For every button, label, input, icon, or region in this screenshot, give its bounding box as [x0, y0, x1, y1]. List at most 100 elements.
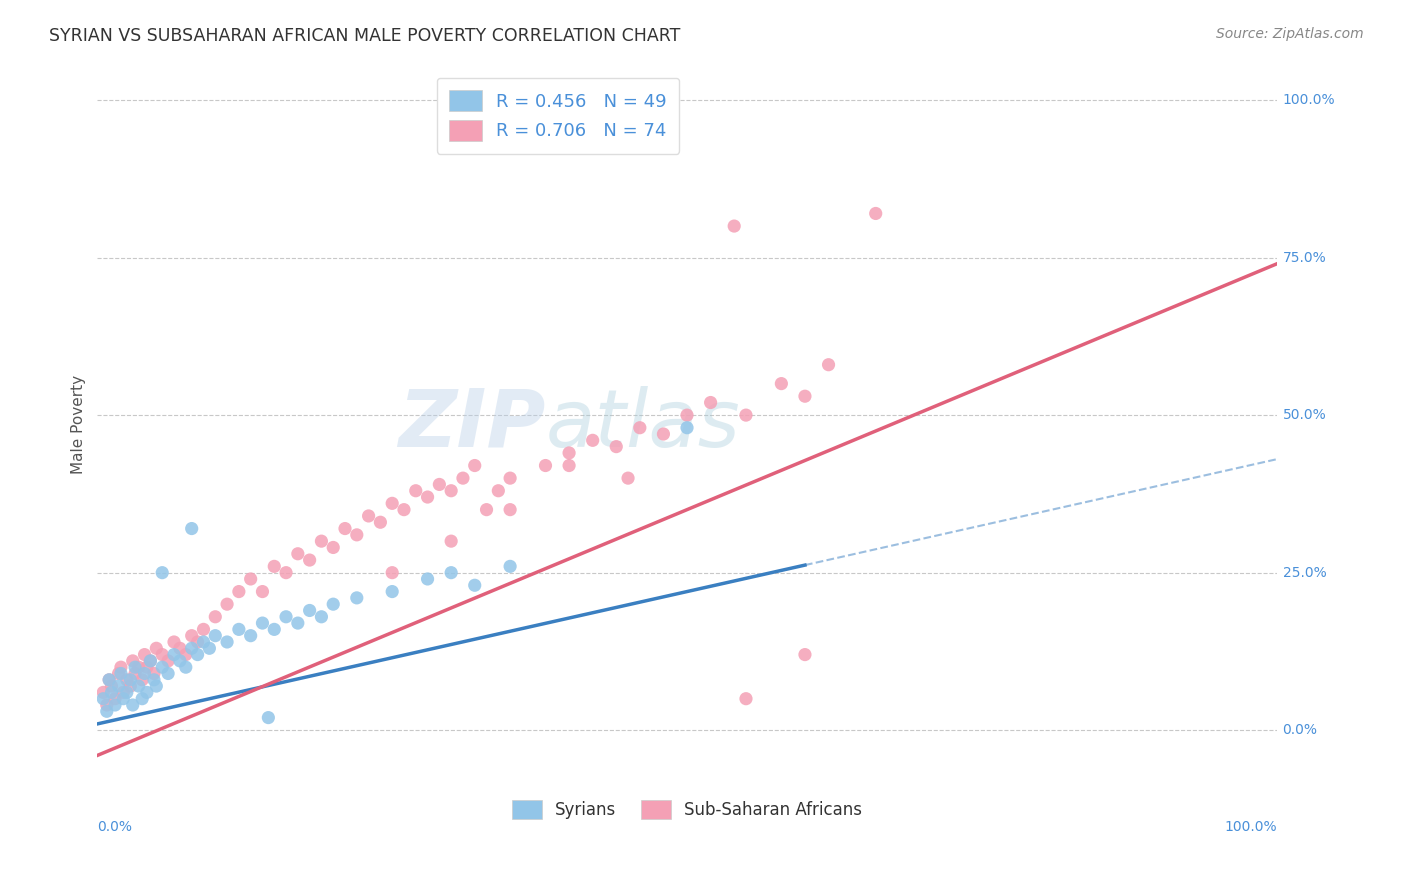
Text: 100.0%: 100.0%: [1282, 93, 1336, 107]
Point: [139, 654, 162, 668]
Point: [865, 206, 887, 220]
Point: [605, 440, 627, 454]
Point: [416, 490, 439, 504]
Point: [150, 648, 173, 662]
Text: 25.0%: 25.0%: [1282, 566, 1326, 580]
Point: [263, 559, 285, 574]
Point: [699, 395, 721, 409]
Point: [204, 629, 226, 643]
Point: [193, 635, 215, 649]
Point: [228, 584, 250, 599]
Point: [298, 603, 321, 617]
Point: [440, 483, 463, 498]
Point: [98, 673, 121, 687]
Point: [239, 629, 262, 643]
Point: [239, 572, 262, 586]
Point: [274, 566, 297, 580]
Point: [131, 691, 153, 706]
Point: [135, 660, 157, 674]
Point: [198, 641, 221, 656]
Point: [217, 597, 239, 611]
Point: [499, 559, 522, 574]
Y-axis label: Male Poverty: Male Poverty: [72, 375, 86, 475]
Point: [676, 421, 699, 435]
Point: [427, 477, 450, 491]
Point: [187, 635, 209, 649]
Text: 100.0%: 100.0%: [1225, 820, 1277, 834]
Point: [96, 698, 118, 712]
Point: [128, 679, 150, 693]
Point: [370, 515, 392, 529]
Point: [169, 654, 191, 668]
Legend: Syrians, Sub-Saharan Africans: Syrians, Sub-Saharan Africans: [505, 793, 869, 826]
Text: atlas: atlas: [546, 385, 740, 464]
Point: [91, 691, 114, 706]
Point: [357, 508, 380, 523]
Point: [723, 219, 745, 233]
Point: [163, 648, 186, 662]
Point: [91, 685, 114, 699]
Point: [794, 648, 817, 662]
Text: 75.0%: 75.0%: [1282, 251, 1326, 265]
Point: [217, 635, 239, 649]
Point: [180, 641, 202, 656]
Point: [107, 666, 129, 681]
Point: [735, 691, 758, 706]
Point: [100, 685, 122, 699]
Text: ZIP: ZIP: [398, 385, 546, 464]
Point: [311, 609, 333, 624]
Point: [193, 623, 215, 637]
Point: [794, 389, 817, 403]
Point: [381, 584, 404, 599]
Point: [464, 458, 486, 473]
Point: [486, 483, 509, 498]
Point: [416, 572, 439, 586]
Text: SYRIAN VS SUBSAHARAN AFRICAN MALE POVERTY CORRELATION CHART: SYRIAN VS SUBSAHARAN AFRICAN MALE POVERT…: [49, 27, 681, 45]
Point: [298, 553, 321, 567]
Point: [100, 679, 122, 693]
Point: [817, 358, 839, 372]
Point: [110, 660, 132, 674]
Point: [346, 591, 368, 605]
Point: [628, 421, 651, 435]
Point: [112, 691, 135, 706]
Point: [381, 566, 404, 580]
Point: [110, 666, 132, 681]
Point: [150, 660, 173, 674]
Point: [145, 641, 167, 656]
Point: [145, 679, 167, 693]
Point: [392, 502, 415, 516]
Point: [135, 685, 157, 699]
Point: [174, 648, 197, 662]
Point: [582, 434, 605, 448]
Point: [124, 660, 146, 674]
Point: [252, 616, 274, 631]
Point: [263, 623, 285, 637]
Point: [121, 654, 143, 668]
Point: [124, 666, 146, 681]
Point: [128, 660, 150, 674]
Point: [287, 616, 309, 631]
Point: [169, 641, 191, 656]
Point: [98, 673, 121, 687]
Point: [274, 609, 297, 624]
Text: 0.0%: 0.0%: [1282, 723, 1317, 737]
Point: [121, 698, 143, 712]
Text: 50.0%: 50.0%: [1282, 409, 1326, 422]
Point: [322, 541, 344, 555]
Point: [405, 483, 427, 498]
Point: [187, 648, 209, 662]
Point: [676, 408, 699, 422]
Point: [333, 522, 356, 536]
Point: [287, 547, 309, 561]
Point: [475, 502, 498, 516]
Point: [204, 609, 226, 624]
Point: [115, 673, 138, 687]
Point: [257, 710, 280, 724]
Point: [120, 673, 142, 687]
Point: [499, 502, 522, 516]
Text: 0.0%: 0.0%: [97, 820, 132, 834]
Point: [180, 629, 202, 643]
Point: [464, 578, 486, 592]
Point: [157, 666, 180, 681]
